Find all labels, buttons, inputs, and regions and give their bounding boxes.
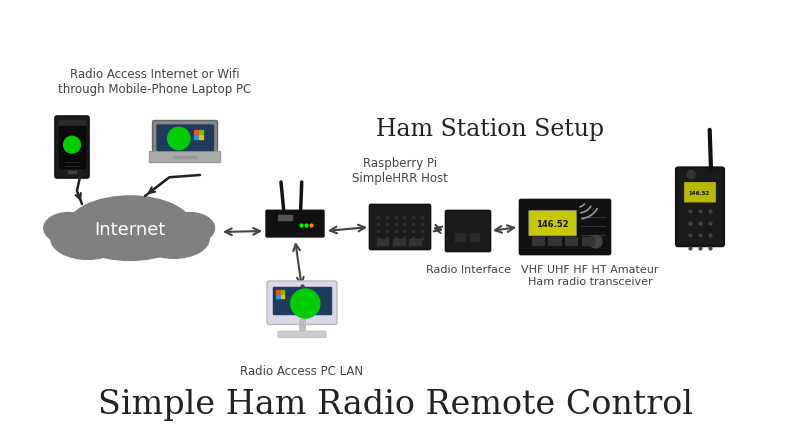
- Bar: [377, 239, 389, 245]
- FancyBboxPatch shape: [266, 211, 324, 237]
- FancyBboxPatch shape: [446, 211, 490, 252]
- FancyBboxPatch shape: [153, 121, 218, 154]
- Bar: [548, 238, 561, 245]
- Bar: [531, 238, 544, 245]
- FancyBboxPatch shape: [55, 117, 89, 178]
- Ellipse shape: [122, 205, 174, 232]
- Bar: [199, 136, 203, 140]
- Text: Internet: Internet: [94, 221, 166, 239]
- Text: 146.52: 146.52: [536, 219, 569, 228]
- FancyBboxPatch shape: [529, 211, 577, 236]
- Ellipse shape: [51, 218, 125, 260]
- FancyBboxPatch shape: [157, 125, 214, 151]
- Bar: [393, 239, 405, 245]
- Bar: [199, 131, 203, 135]
- Bar: [565, 238, 578, 245]
- Bar: [59, 127, 85, 169]
- Bar: [582, 238, 594, 245]
- Bar: [276, 290, 279, 294]
- Bar: [281, 295, 284, 298]
- Bar: [69, 172, 76, 173]
- FancyBboxPatch shape: [676, 168, 724, 247]
- Bar: [470, 233, 479, 242]
- Bar: [410, 239, 421, 245]
- Circle shape: [290, 289, 320, 318]
- Bar: [278, 216, 292, 221]
- Text: 146.52: 146.52: [689, 190, 710, 196]
- Circle shape: [168, 128, 190, 150]
- Bar: [59, 121, 85, 128]
- FancyBboxPatch shape: [370, 205, 430, 250]
- Bar: [194, 131, 198, 135]
- Ellipse shape: [139, 219, 210, 259]
- Ellipse shape: [44, 213, 93, 244]
- Text: Simple Ham Radio Remote Control: Simple Ham Radio Remote Control: [98, 388, 693, 420]
- Bar: [276, 295, 279, 298]
- Text: Ham Station Setup: Ham Station Setup: [376, 118, 604, 141]
- Text: VHF UHF HF HT Amateur
Ham radio transceiver: VHF UHF HF HT Amateur Ham radio transcei…: [522, 265, 658, 286]
- Circle shape: [687, 171, 695, 179]
- Bar: [194, 136, 198, 140]
- Text: Radio Access Internet or Wifi
through Mobile-Phone Laptop PC: Radio Access Internet or Wifi through Mo…: [58, 68, 252, 96]
- FancyBboxPatch shape: [150, 152, 221, 163]
- Text: Radio Interface: Radio Interface: [426, 265, 510, 274]
- Bar: [173, 157, 198, 158]
- Bar: [157, 126, 213, 151]
- Text: Radio Access PC LAN: Radio Access PC LAN: [241, 364, 363, 377]
- Bar: [273, 287, 331, 315]
- Ellipse shape: [82, 201, 139, 230]
- Ellipse shape: [165, 213, 214, 244]
- Circle shape: [64, 137, 80, 154]
- Text: Raspberry Pi
SimpleHRR Host: Raspberry Pi SimpleHRR Host: [352, 157, 448, 184]
- Ellipse shape: [66, 196, 194, 261]
- Circle shape: [590, 236, 602, 248]
- FancyBboxPatch shape: [519, 200, 610, 255]
- FancyBboxPatch shape: [684, 183, 716, 203]
- FancyBboxPatch shape: [267, 281, 337, 325]
- Bar: [281, 290, 284, 294]
- FancyBboxPatch shape: [278, 331, 326, 338]
- Bar: [455, 233, 465, 242]
